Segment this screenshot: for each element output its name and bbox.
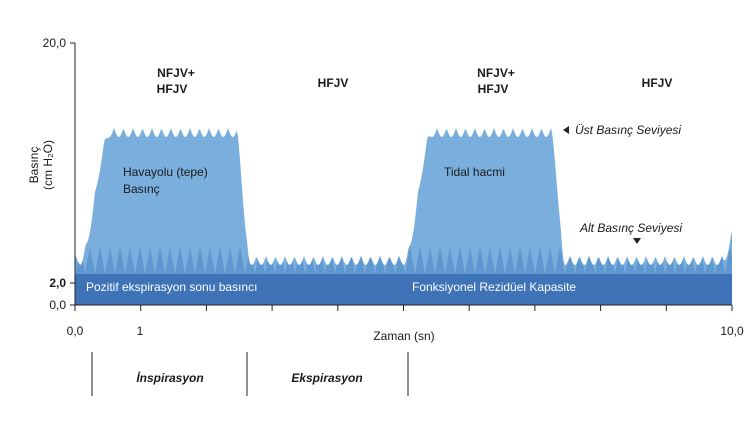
annotation: Fonksiyonel Rezidüel Kapasite bbox=[412, 280, 576, 294]
phase: NFJV+ bbox=[157, 66, 195, 80]
marker bbox=[633, 238, 641, 244]
y-label-line: Basınç bbox=[27, 147, 41, 184]
y-tick: 2,0 bbox=[49, 276, 66, 290]
baseline-band bbox=[75, 274, 732, 305]
annotation: Basınç bbox=[123, 182, 160, 196]
phase: HFJV bbox=[157, 82, 188, 96]
annotation: Üst Basınç Seviyesi bbox=[575, 123, 681, 137]
period: İnspirasyon bbox=[136, 370, 203, 385]
x-tick: 1 bbox=[137, 324, 144, 338]
x-tick: 10,0 bbox=[720, 324, 744, 338]
phase: HFJV bbox=[642, 76, 673, 90]
y-label-line: (cm H₂O) bbox=[41, 140, 55, 190]
annotation: Pozitif ekspirasyon sonu basıncı bbox=[86, 280, 257, 294]
x-tick: 0,0 bbox=[67, 324, 84, 338]
y-tick: 20,0 bbox=[43, 36, 67, 50]
marker bbox=[563, 126, 569, 134]
phase: NFJV+ bbox=[477, 66, 515, 80]
phase: HFJV bbox=[478, 82, 509, 96]
annotation: Havayolu (tepe) bbox=[123, 165, 208, 179]
phase: HFJV bbox=[318, 76, 349, 90]
ticks bbox=[74, 305, 733, 311]
annotation: Tidal hacmi bbox=[444, 165, 505, 179]
annotation: Alt Basınç Seviyesi bbox=[579, 221, 682, 235]
y-label: Basınç (cm H₂O) bbox=[27, 140, 55, 190]
y-tick: 0,0 bbox=[49, 298, 66, 312]
period: Ekspirasyon bbox=[291, 371, 362, 385]
x-label: Zaman (sn) bbox=[373, 329, 434, 343]
